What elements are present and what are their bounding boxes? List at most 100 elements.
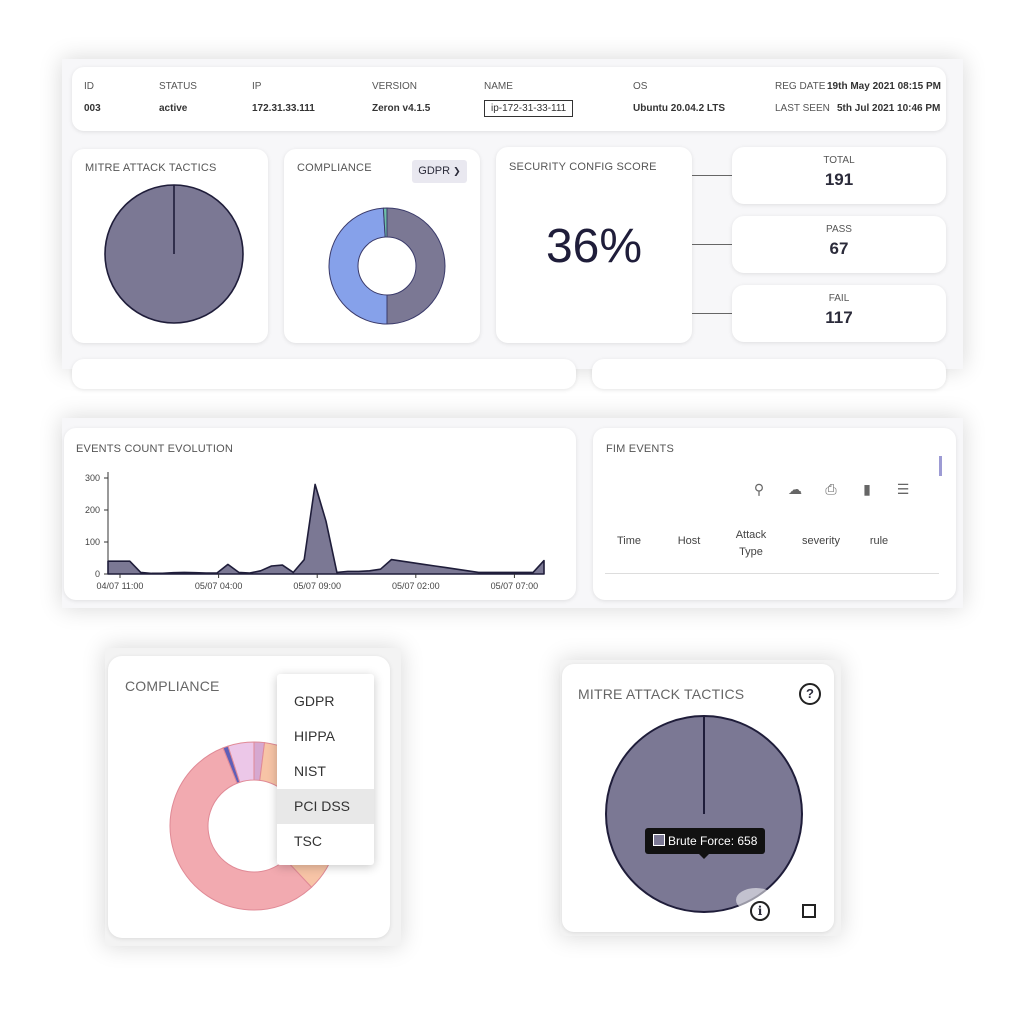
compliance-zoom-panel: COMPLIANCE GDPR HIPPA NIST PCI DSS TSC	[105, 648, 401, 946]
donut-segment-a[interactable]	[386, 207, 446, 325]
events-panel: EVENTS COUNT EVOLUTION 0 100 200 300 04/07 1…	[62, 418, 963, 608]
compliance-dropdown-menu: GDPR HIPPA NIST PCI DSS TSC	[277, 674, 374, 865]
donut-segment-b[interactable]	[328, 207, 388, 325]
connector-line-total	[692, 175, 732, 176]
mitre-zoom-title: MITRE ATTACK TACTICS	[578, 686, 745, 702]
fullscreen-corner-br	[809, 911, 816, 918]
option-gdpr[interactable]: GDPR	[294, 693, 335, 709]
partial-card-right	[592, 359, 946, 389]
id-value: 003	[84, 103, 101, 114]
fail-label: FAIL	[828, 293, 850, 304]
fail-card: FAIL 117	[732, 285, 946, 342]
compliance-select[interactable]: GDPR ❯	[412, 160, 467, 183]
print-icon[interactable]: ⎙	[825, 481, 837, 497]
chevron-down-icon: ❯	[453, 166, 461, 176]
mitre-zoom-card: MITRE ATTACK TACTICS ? Brute Force: 658 …	[562, 664, 834, 932]
pass-label: PASS	[826, 224, 852, 235]
reg-date-value: 19th May 2021 08:15 PM	[827, 81, 941, 92]
fail-value: 117	[825, 308, 853, 327]
option-tsc[interactable]: TSC	[294, 833, 322, 849]
fullscreen-icon[interactable]	[802, 904, 816, 918]
compliance-card-title: COMPLIANCE	[297, 162, 372, 174]
x-tick-label: 05/07 07:00	[491, 581, 539, 591]
filter-icon[interactable]: ☰	[896, 481, 910, 497]
agent-info-bar: ID 003 STATUS active IP 172.31.33.111 VE…	[72, 67, 946, 131]
fullscreen-corner-bl	[802, 911, 809, 918]
mitre-pie-chart[interactable]	[102, 182, 246, 326]
column-severity[interactable]: severity	[802, 535, 840, 547]
mitre-zoom-panel: MITRE ATTACK TACTICS ? Brute Force: 658 …	[560, 660, 841, 936]
fim-title: FIM EVENTS	[606, 443, 675, 455]
x-tick-label: 05/07 09:00	[293, 581, 341, 591]
last-seen-value: 5th Jul 2021 10:46 PM	[837, 103, 941, 114]
events-count-card: EVENTS COUNT EVOLUTION 0 100 200 300 04/07 1…	[64, 428, 576, 600]
column-time[interactable]: Time	[616, 535, 642, 547]
ip-value: 172.31.33.111	[252, 103, 315, 114]
fim-table-header: Time Host Attack Type severity rule	[605, 523, 939, 574]
security-config-card: SECURITY CONFIG SCORE 36%	[496, 147, 692, 343]
compliance-select-value: GDPR	[418, 165, 451, 177]
total-label: TOTAL	[823, 155, 855, 166]
donut-segment-c[interactable]	[169, 747, 313, 911]
pie-tooltip: Brute Force: 658	[645, 828, 766, 859]
y-tick-label: 200	[85, 505, 100, 515]
total-card: TOTAL 191	[732, 147, 946, 204]
x-tick-label: 05/07 02:00	[392, 581, 440, 591]
compliance-zoom-title: COMPLIANCE	[125, 678, 220, 694]
pass-card: PASS 67	[732, 216, 946, 273]
help-icon[interactable]: ?	[799, 683, 821, 705]
name-value[interactable]: ip-172-31-33-111	[484, 100, 574, 117]
y-tick-label: 100	[85, 537, 100, 547]
os-value: Ubuntu 20.04.2 LTS	[633, 103, 726, 114]
fullscreen-corner-tl	[802, 904, 809, 911]
ip-label: IP	[252, 81, 262, 92]
info-icon[interactable]: i	[750, 901, 770, 921]
y-tick-label: 0	[95, 569, 100, 579]
mitre-attack-card: MITRE ATTACK TACTICS	[72, 149, 268, 343]
status-label: STATUS	[159, 81, 197, 92]
agent-overview-panel: ID 003 STATUS active IP 172.31.33.111 VE…	[62, 59, 963, 389]
version-value: Zeron v4.1.5	[372, 103, 431, 114]
tooltip-swatch	[653, 834, 665, 846]
connector-line-pass	[692, 244, 732, 245]
tooltip-text: Brute Force: 658	[668, 834, 758, 848]
option-hippa[interactable]: HIPPA	[294, 728, 335, 744]
option-pci-dss[interactable]: PCI DSS	[277, 789, 374, 824]
pass-value: 67	[829, 239, 849, 258]
tooltip-arrow	[699, 854, 709, 859]
donut-segment-c[interactable]	[382, 207, 388, 238]
column-attack-type[interactable]: Attack Type	[735, 529, 767, 558]
compliance-donut-chart[interactable]	[327, 206, 447, 326]
column-host[interactable]: Host	[677, 535, 701, 547]
search-icon[interactable]: ⚲	[753, 481, 765, 497]
security-config-title: SECURITY CONFIG SCORE	[509, 161, 657, 173]
security-score: 36%	[545, 220, 643, 273]
fullscreen-corner-tr	[809, 904, 816, 911]
os-label: OS	[633, 81, 648, 92]
x-tick-label: 04/07 11:00	[97, 581, 144, 591]
cloud-download-icon[interactable]: ☁	[788, 481, 802, 497]
status-value: active	[159, 103, 188, 114]
scrollbar-thumb[interactable]	[939, 456, 942, 476]
name-label: NAME	[484, 81, 513, 92]
y-tick-label: 300	[85, 473, 100, 483]
donut-segment-e[interactable]	[227, 741, 255, 783]
mitre-zoom-pie-chart[interactable]	[604, 714, 804, 914]
compliance-card: COMPLIANCE GDPR ❯	[284, 149, 480, 343]
reg-date-label: REG DATE	[775, 81, 826, 92]
id-label: ID	[84, 81, 94, 92]
last-seen-label: LAST SEEN	[775, 103, 830, 114]
fim-events-card: FIM EVENTS ⚲ ☁ ⎙ ▮ ☰ Time Host Attack Ty…	[593, 428, 956, 600]
partial-card-left	[72, 359, 576, 389]
x-tick-label: 05/07 04:00	[195, 581, 243, 591]
total-value: 191	[824, 170, 854, 189]
events-area-series[interactable]	[107, 483, 545, 575]
connector-line-fail	[692, 313, 732, 314]
column-rule[interactable]: rule	[869, 535, 889, 547]
columns-icon[interactable]: ▮	[863, 481, 871, 497]
mitre-card-title: MITRE ATTACK TACTICS	[85, 162, 217, 174]
events-area-chart[interactable]: 0 100 200 300 04/07 11:00 05/07 04:00 05/07 09…	[64, 464, 576, 594]
events-title: EVENTS COUNT EVOLUTION	[76, 443, 233, 455]
option-nist[interactable]: NIST	[294, 763, 326, 779]
version-label: VERSION	[372, 81, 418, 92]
